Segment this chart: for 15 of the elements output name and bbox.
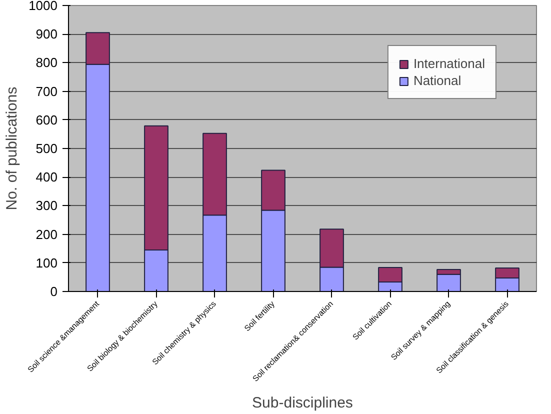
y-tick-label: 1000 xyxy=(28,0,58,13)
y-tick-label: 800 xyxy=(36,55,58,70)
y-tick-label: 700 xyxy=(36,84,58,99)
y-tick-label: 600 xyxy=(36,112,58,128)
y-tick-label: 300 xyxy=(36,198,58,214)
y-tick-label: 100 xyxy=(36,255,58,270)
y-tick-label: 900 xyxy=(36,26,58,42)
x-axis-title: Sub-disciplines xyxy=(252,394,353,412)
y-tick-label: 500 xyxy=(36,141,58,156)
legend-label: National xyxy=(413,73,462,88)
y-axis-title: No. of publications xyxy=(4,86,21,210)
y-tick-label: 200 xyxy=(36,226,58,242)
y-tick-label: 0 xyxy=(50,284,58,299)
legend-label: International xyxy=(413,56,485,71)
y-tick-label: 400 xyxy=(36,170,58,185)
